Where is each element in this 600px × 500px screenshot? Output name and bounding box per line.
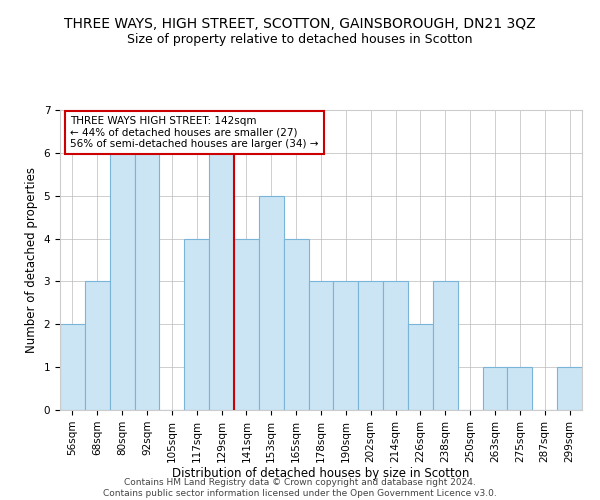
Bar bbox=[508, 367, 532, 410]
Bar bbox=[209, 153, 234, 410]
Bar bbox=[234, 238, 259, 410]
Text: Size of property relative to detached houses in Scotton: Size of property relative to detached ho… bbox=[127, 32, 473, 46]
Bar bbox=[482, 367, 508, 410]
Text: Contains HM Land Registry data © Crown copyright and database right 2024.
Contai: Contains HM Land Registry data © Crown c… bbox=[103, 478, 497, 498]
Bar bbox=[85, 282, 110, 410]
Bar bbox=[557, 367, 582, 410]
Bar bbox=[60, 324, 85, 410]
Bar bbox=[408, 324, 433, 410]
Bar bbox=[110, 153, 134, 410]
Bar bbox=[433, 282, 458, 410]
Bar bbox=[259, 196, 284, 410]
Bar bbox=[284, 238, 308, 410]
Text: THREE WAYS HIGH STREET: 142sqm
← 44% of detached houses are smaller (27)
56% of : THREE WAYS HIGH STREET: 142sqm ← 44% of … bbox=[70, 116, 319, 149]
Y-axis label: Number of detached properties: Number of detached properties bbox=[25, 167, 38, 353]
Bar bbox=[383, 282, 408, 410]
Bar bbox=[334, 282, 358, 410]
Bar bbox=[308, 282, 334, 410]
X-axis label: Distribution of detached houses by size in Scotton: Distribution of detached houses by size … bbox=[172, 468, 470, 480]
Bar bbox=[134, 153, 160, 410]
Bar bbox=[184, 238, 209, 410]
Text: THREE WAYS, HIGH STREET, SCOTTON, GAINSBOROUGH, DN21 3QZ: THREE WAYS, HIGH STREET, SCOTTON, GAINSB… bbox=[64, 18, 536, 32]
Bar bbox=[358, 282, 383, 410]
